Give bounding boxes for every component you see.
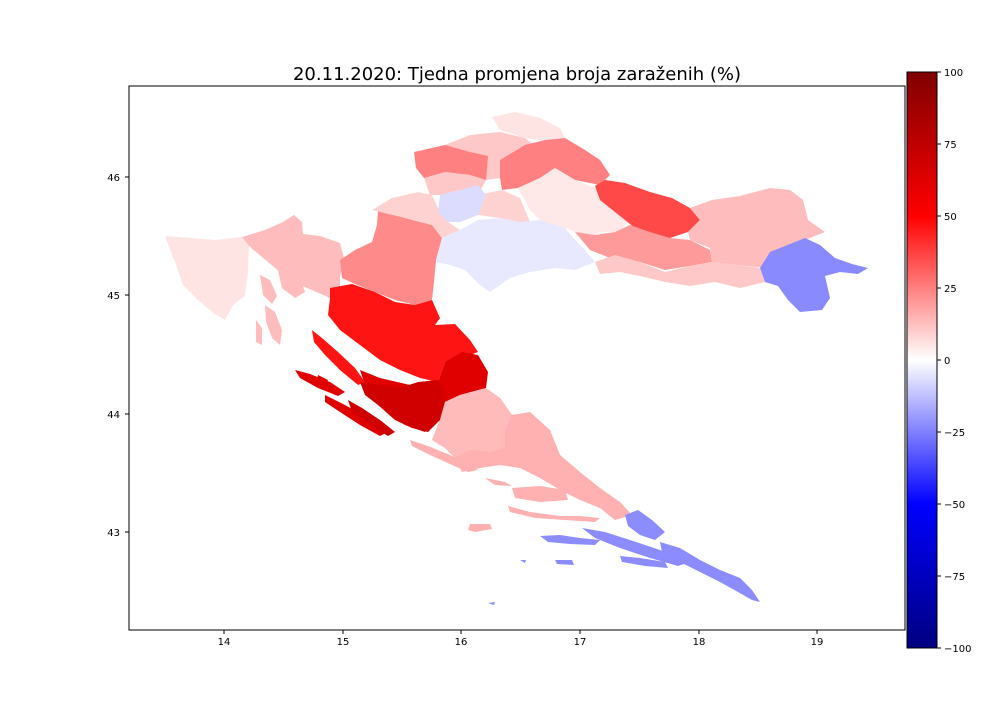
region-lika-senj bbox=[328, 284, 478, 382]
map-title: 20.11.2020: Tjedna promjena broja zaraže… bbox=[293, 64, 741, 85]
colorbar: 100 75 50 25 0 −25 −50 −75 −100 bbox=[906, 68, 971, 655]
y-tick-label: 46 bbox=[107, 173, 120, 184]
colorbar-tick-label: −50 bbox=[944, 500, 965, 511]
x-tick-label: 18 bbox=[693, 637, 706, 648]
colorbar-tick-label: 50 bbox=[944, 212, 957, 223]
region-zagorje-west bbox=[414, 145, 488, 180]
region-dubrovnik-island bbox=[520, 560, 526, 563]
region-istria bbox=[165, 236, 249, 320]
region-split-island bbox=[512, 486, 568, 502]
x-tick-label: 14 bbox=[218, 637, 231, 648]
region-zadar-island bbox=[295, 370, 345, 396]
y-tick-label: 44 bbox=[107, 410, 120, 421]
region-split-inland bbox=[432, 388, 512, 458]
region-split-coast bbox=[410, 440, 478, 472]
region-dubrovnik-island bbox=[555, 560, 574, 565]
region-zadar-island bbox=[317, 375, 328, 385]
region-dubrovnik-island bbox=[540, 535, 600, 545]
colorbar-tick-label: −25 bbox=[944, 428, 965, 439]
region-primorje-island bbox=[256, 320, 262, 345]
region-dubrovnik-coast bbox=[660, 542, 760, 602]
region-sibenik-coast bbox=[348, 400, 395, 436]
region-karlovac bbox=[340, 210, 442, 305]
region-pozega bbox=[575, 225, 712, 270]
x-tick-label: 16 bbox=[455, 637, 468, 648]
y-axis: 46 45 44 43 bbox=[107, 173, 129, 539]
region-brod bbox=[595, 255, 765, 288]
colorbar-tick-label: 0 bbox=[944, 356, 950, 367]
region-dubrovnik-island bbox=[488, 602, 495, 605]
colorbar-tick-label: 25 bbox=[944, 284, 957, 295]
colorbar-tick-label: −75 bbox=[944, 572, 965, 583]
region-split-coast bbox=[485, 478, 512, 486]
x-axis: 14 15 16 17 18 19 bbox=[218, 630, 824, 648]
region-primorje-island bbox=[265, 305, 282, 345]
region-bjelovar bbox=[518, 168, 630, 240]
region-medimurje bbox=[492, 112, 565, 140]
region-zagreb-county-east bbox=[478, 190, 530, 225]
region-dubrovnik-island bbox=[620, 556, 668, 568]
region-virovitica bbox=[595, 180, 700, 238]
x-tick-label: 15 bbox=[337, 637, 350, 648]
x-tick-label: 19 bbox=[811, 637, 824, 648]
region-dubrovnik bbox=[625, 510, 665, 540]
region-primorje bbox=[242, 215, 345, 298]
region-split-island bbox=[468, 524, 492, 532]
y-tick-label: 45 bbox=[107, 291, 120, 302]
y-tick-label: 43 bbox=[107, 528, 120, 539]
region-zagreb-county bbox=[372, 192, 460, 238]
region-primorje-island bbox=[278, 268, 305, 298]
region-koprivnica bbox=[500, 138, 610, 190]
croatia-map bbox=[165, 112, 868, 605]
region-sisak bbox=[436, 218, 595, 292]
region-split-island bbox=[508, 506, 600, 522]
region-sibenik bbox=[360, 380, 445, 432]
region-osijek bbox=[688, 188, 825, 268]
x-tick-label: 17 bbox=[574, 637, 587, 648]
colorbar-tick-label: 75 bbox=[944, 140, 957, 151]
colorbar-tick-label: 100 bbox=[944, 68, 963, 79]
region-primorje-island bbox=[260, 275, 277, 304]
colorbar-gradient bbox=[906, 71, 938, 649]
region-zadar-island bbox=[312, 330, 365, 385]
colorbar-tick-label: −100 bbox=[944, 644, 971, 655]
region-dubrovnik-island bbox=[582, 528, 690, 566]
region-city-of-zagreb bbox=[438, 185, 486, 222]
region-vukovar bbox=[760, 238, 868, 312]
